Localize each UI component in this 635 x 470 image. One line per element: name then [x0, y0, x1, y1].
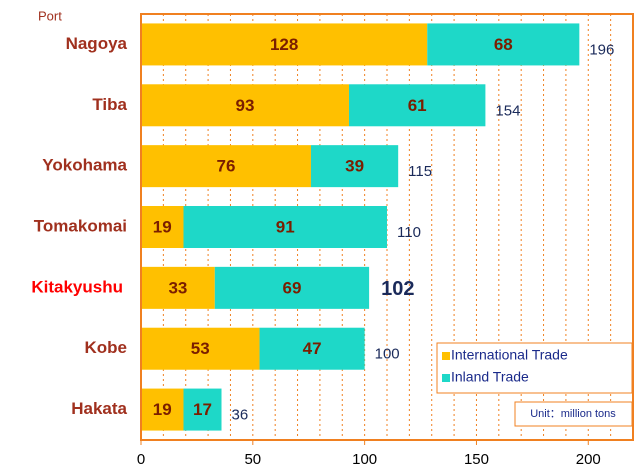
y-tick-label: Tomakomai [34, 216, 127, 235]
total-label: 100 [375, 346, 400, 363]
bar [348, 84, 486, 127]
y-tick-label: Nagoya [66, 34, 128, 53]
bar [259, 327, 365, 370]
bar [141, 266, 215, 309]
legend-label: International Trade [451, 347, 568, 363]
total-label: 196 [589, 41, 614, 58]
bar [141, 206, 184, 248]
legend-swatch [442, 352, 450, 360]
y-tick-label: Yokohama [42, 156, 127, 175]
data-label: 128 [270, 35, 298, 54]
data-label: 19 [153, 400, 172, 419]
bar [141, 145, 311, 188]
axis-label: Port [38, 8, 62, 23]
bar [183, 388, 222, 431]
data-label: 17 [193, 400, 212, 419]
bar [141, 23, 428, 66]
bar [310, 145, 399, 188]
legend-label: Inland Trade [451, 369, 529, 385]
y-tick-label: Kobe [85, 338, 128, 357]
data-label: 68 [494, 35, 513, 54]
data-label: 39 [345, 157, 364, 176]
data-label: 53 [191, 339, 210, 358]
total-label: 154 [495, 102, 520, 119]
bar [141, 84, 349, 127]
y-tick-label: Hakata [71, 399, 127, 418]
total-label: 102 [381, 278, 414, 300]
x-tick-label: 150 [464, 451, 489, 468]
x-tick-label: 50 [244, 451, 261, 468]
bar [427, 23, 580, 66]
data-label: 76 [217, 157, 236, 176]
data-label: 33 [168, 278, 187, 297]
data-label: 91 [276, 217, 295, 236]
total-label: 110 [397, 224, 421, 241]
x-tick-label: 0 [137, 451, 145, 468]
annotation-box [514, 401, 633, 427]
data-label: 93 [236, 96, 255, 115]
data-label: 47 [303, 339, 322, 358]
data-label: 19 [153, 217, 172, 236]
bar [183, 206, 387, 248]
y-tick-label: Tiba [92, 95, 127, 114]
plot-frame [140, 13, 634, 441]
total-label: 115 [408, 163, 432, 180]
legend-box [436, 342, 633, 394]
x-tick-label: 100 [352, 451, 377, 468]
data-label: 69 [282, 278, 301, 297]
legend: International Trade Inland Trade [436, 342, 633, 394]
bar [141, 388, 184, 431]
total-label: 36 [232, 407, 249, 424]
legend-swatch [442, 374, 450, 382]
bar [214, 266, 370, 309]
data-label: 61 [408, 96, 427, 115]
x-tick-label: 200 [576, 451, 601, 468]
annotation: Unit：million tons [530, 408, 616, 420]
y-tick-label: Kitakyushu [31, 277, 123, 296]
bar [141, 327, 260, 370]
